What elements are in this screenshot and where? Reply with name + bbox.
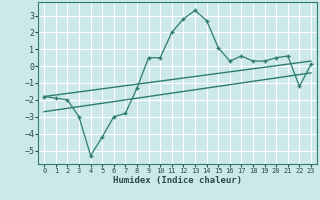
X-axis label: Humidex (Indice chaleur): Humidex (Indice chaleur)	[113, 176, 242, 185]
